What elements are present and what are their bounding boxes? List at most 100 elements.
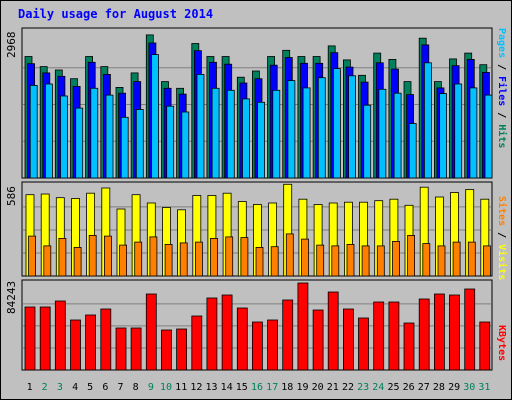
day-label-17: 17 xyxy=(266,382,278,393)
bar-sites-day-30 xyxy=(467,241,476,277)
bar-sites-day-20 xyxy=(316,244,325,277)
day-label-3: 3 xyxy=(57,382,63,393)
day-label-24: 24 xyxy=(372,382,384,393)
bar-kbytes-day-14 xyxy=(221,294,233,371)
bar-kbytes-day-6 xyxy=(100,308,112,371)
bar-pages-day-7 xyxy=(120,116,129,179)
bar-sites-day-13 xyxy=(210,237,218,277)
bar-pages-day-19 xyxy=(302,87,311,179)
bar-pages-day-8 xyxy=(135,109,144,179)
day-label-8: 8 xyxy=(133,382,139,393)
day-label-31: 31 xyxy=(478,382,490,393)
bar-pages-day-11 xyxy=(181,111,190,179)
day-label-12: 12 xyxy=(190,382,202,393)
day-label-27: 27 xyxy=(418,382,430,393)
day-label-29: 29 xyxy=(448,382,460,393)
day-label-22: 22 xyxy=(342,382,354,393)
bar-pages-day-4 xyxy=(75,107,84,179)
day-label-25: 25 xyxy=(387,382,399,393)
bar-pages-day-9 xyxy=(151,54,159,179)
bar-sites-day-28 xyxy=(437,245,446,277)
day-label-9: 9 xyxy=(148,382,154,393)
day-label-28: 28 xyxy=(433,382,445,393)
bar-sites-day-29 xyxy=(452,241,461,277)
bar-pages-day-17 xyxy=(272,89,281,179)
bar-pages-day-22 xyxy=(348,75,357,179)
bar-kbytes-day-23 xyxy=(358,317,369,371)
bar-kbytes-day-3 xyxy=(54,300,66,371)
bar-sites-day-27 xyxy=(422,243,431,277)
bar-kbytes-day-29 xyxy=(449,294,460,371)
bar-pages-day-30 xyxy=(469,87,478,179)
bar-sites-day-19 xyxy=(301,238,309,277)
day-label-23: 23 xyxy=(357,382,369,393)
bar-kbytes-day-15 xyxy=(236,307,248,371)
day-label-26: 26 xyxy=(403,382,415,393)
bar-kbytes-day-25 xyxy=(388,301,400,371)
bar-sites-day-24 xyxy=(376,245,385,277)
bar-sites-day-26 xyxy=(407,234,416,277)
bar-kbytes-day-1 xyxy=(24,306,36,371)
bar-pages-day-27 xyxy=(423,62,432,179)
day-label-7: 7 xyxy=(117,382,123,393)
bar-pages-day-14 xyxy=(226,89,235,179)
bar-sites-day-14 xyxy=(225,236,234,277)
day-label-18: 18 xyxy=(281,382,293,393)
bar-sites-day-16 xyxy=(255,246,264,277)
bar-kbytes-day-7 xyxy=(115,327,127,371)
bar-pages-day-5 xyxy=(90,87,99,179)
day-label-10: 10 xyxy=(160,382,172,393)
bar-sites-day-18 xyxy=(285,233,294,277)
bar-sites-day-25 xyxy=(392,240,400,277)
bar-pages-day-10 xyxy=(166,105,175,179)
day-label-2: 2 xyxy=(42,382,48,393)
bar-sites-day-3 xyxy=(58,237,67,277)
bar-pages-day-24 xyxy=(378,88,387,179)
bar-kbytes-day-24 xyxy=(373,301,385,371)
bar-pages-day-2 xyxy=(45,83,53,179)
bar-pages-day-18 xyxy=(287,80,296,179)
day-label-4: 4 xyxy=(72,382,78,393)
bar-pages-day-12 xyxy=(196,74,205,179)
bar-kbytes-day-20 xyxy=(312,309,324,371)
bar-sites-day-9 xyxy=(149,236,158,277)
bar-kbytes-day-10 xyxy=(161,329,172,371)
bar-pages-day-21 xyxy=(332,68,341,179)
day-label-13: 13 xyxy=(205,382,217,393)
bar-kbytes-day-17 xyxy=(267,319,279,371)
bar-pages-day-20 xyxy=(317,77,326,179)
bar-sites-day-4 xyxy=(73,246,82,277)
bar-pages-day-1 xyxy=(29,85,38,179)
bar-kbytes-day-2 xyxy=(39,306,51,371)
bar-pages-day-13 xyxy=(211,87,220,179)
bar-kbytes-day-16 xyxy=(251,321,263,371)
bar-sites-day-8 xyxy=(134,241,143,277)
bar-kbytes-day-13 xyxy=(206,297,218,371)
day-label-15: 15 xyxy=(236,382,248,393)
bar-pages-day-23 xyxy=(363,104,372,179)
bar-kbytes-day-4 xyxy=(70,319,81,371)
day-label-21: 21 xyxy=(327,382,339,393)
bar-sites-day-5 xyxy=(88,234,97,277)
bar-pages-day-3 xyxy=(60,95,68,179)
day-label-1: 1 xyxy=(27,382,33,393)
bar-pages-day-25 xyxy=(393,92,402,179)
chart-title: Daily usage for August 2014 xyxy=(18,7,214,21)
day-label-6: 6 xyxy=(102,382,108,393)
day-label-14: 14 xyxy=(221,382,233,393)
bar-kbytes-day-18 xyxy=(282,299,294,371)
bar-kbytes-day-12 xyxy=(191,315,203,371)
bar-kbytes-day-26 xyxy=(403,322,415,371)
bar-kbytes-day-11 xyxy=(176,328,188,371)
bar-sites-day-2 xyxy=(43,245,52,277)
bar-kbytes-day-22 xyxy=(342,308,354,371)
bar-kbytes-day-30 xyxy=(464,288,476,371)
bar-sites-day-7 xyxy=(119,244,127,277)
day-label-20: 20 xyxy=(312,382,324,393)
day-label-16: 16 xyxy=(251,382,263,393)
bar-sites-day-10 xyxy=(164,243,173,277)
bar-pages-day-26 xyxy=(408,123,417,179)
bar-sites-day-17 xyxy=(270,246,279,277)
bar-kbytes-day-21 xyxy=(327,291,339,371)
